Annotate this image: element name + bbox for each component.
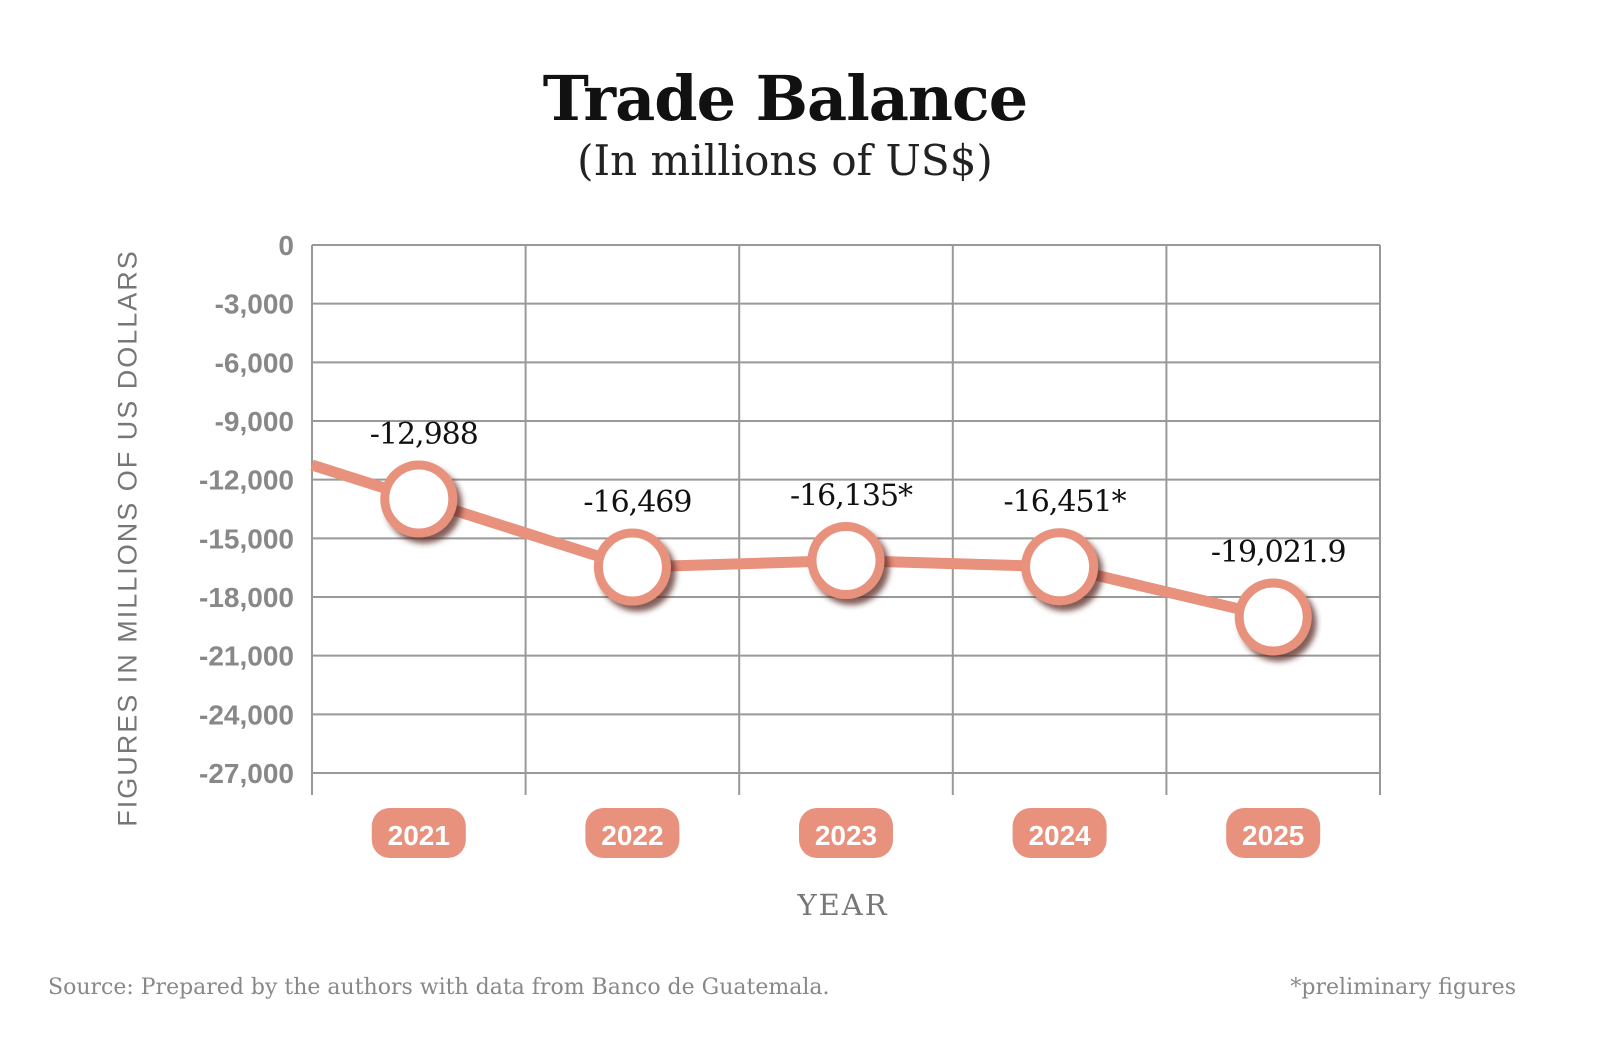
preliminary-note: *preliminary figures (1290, 975, 1516, 1000)
y-tick-label: 0 (278, 230, 294, 261)
x-tick-label: 2023 (815, 820, 877, 851)
data-point (380, 460, 458, 538)
data-label: -16,135* (790, 479, 913, 514)
y-tick-label: -3,000 (215, 289, 294, 320)
y-tick-label: -21,000 (199, 641, 294, 672)
y-tick-label: -27,000 (199, 758, 294, 789)
y-tick-label: -6,000 (215, 347, 294, 378)
data-point (593, 528, 671, 606)
y-tick-label: -24,000 (199, 699, 294, 730)
data-label: -19,021.9 (1211, 535, 1346, 570)
y-tick-label: -12,000 (199, 465, 294, 496)
x-tick-pill (799, 808, 893, 858)
x-tick-pill (371, 808, 466, 858)
data-label: -16,469 (583, 485, 691, 520)
x-tick-label: 2021 (388, 820, 450, 851)
data-point (1234, 578, 1312, 656)
y-tick-label: -18,000 (199, 582, 294, 613)
y-tick-label: -9,000 (215, 406, 294, 437)
chart-title: Trade Balance (542, 62, 1028, 135)
x-tick-pill (1226, 808, 1321, 858)
x-axis-label: YEAR (797, 888, 889, 922)
data-point (1021, 528, 1099, 606)
x-tick-label: 2024 (1028, 820, 1091, 851)
x-tick-pill (1012, 808, 1107, 858)
data-point (807, 522, 885, 600)
y-tick-label: -15,000 (199, 523, 294, 554)
x-tick-pill (585, 808, 680, 858)
chart-subtitle: (In millions of US$) (577, 136, 993, 185)
data-label: -12,988 (370, 417, 478, 452)
x-tick-label: 2022 (601, 820, 663, 851)
data-label: -16,451* (1004, 485, 1127, 520)
source-note: Source: Prepared by the authors with dat… (48, 975, 830, 1000)
x-tick-label: 2025 (1242, 820, 1304, 851)
